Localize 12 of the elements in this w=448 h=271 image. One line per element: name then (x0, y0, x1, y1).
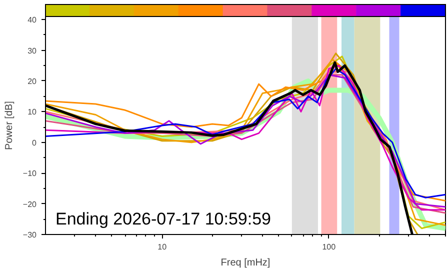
y-tick-label: 20 (28, 76, 38, 86)
x-tick-label: 100 (322, 242, 336, 252)
y-tick-label: −10 (22, 169, 38, 178)
y-tick-label: 0 (32, 138, 38, 148)
annotation: Ending 2026-07-17 10:59:59 (56, 210, 272, 228)
y-axis-title: Power [dB] (4, 100, 15, 150)
x-axis-title: Freq [mHz] (220, 258, 270, 268)
y-tick-label: 10 (28, 108, 38, 117)
y-tick-label: −30 (22, 230, 38, 240)
y-tick-label: 40 (28, 16, 38, 25)
y-tick-label: −20 (22, 200, 38, 209)
y-tick-label: 30 (28, 46, 38, 56)
